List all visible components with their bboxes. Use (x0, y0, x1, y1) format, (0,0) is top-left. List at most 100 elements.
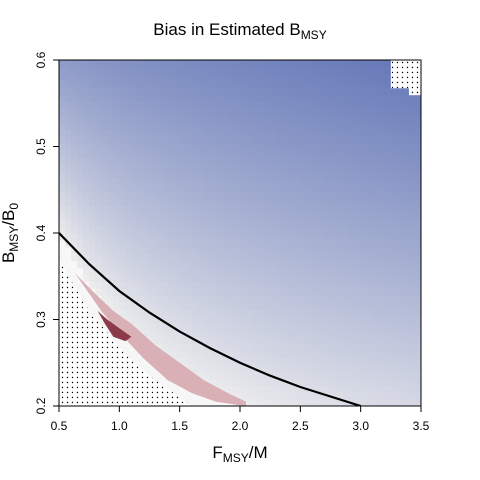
heatmap-cell (372, 343, 380, 352)
heatmap-cell (89, 170, 96, 179)
heatmap-cell (294, 378, 301, 386)
heatmap-cell (354, 219, 362, 227)
heatmap-cell (402, 219, 410, 227)
heatmap-cell (155, 143, 163, 151)
heatmap-cell (179, 392, 187, 400)
heatmap-cell (372, 198, 380, 206)
heatmap-cell (342, 378, 350, 386)
heatmap-cell (131, 177, 139, 186)
heatmap-cell (318, 219, 326, 227)
heatmap-cell (324, 295, 332, 303)
heatmap-cell (215, 322, 223, 331)
heatmap-cell (360, 170, 368, 179)
heatmap-cell (71, 80, 78, 89)
heatmap-cell (107, 101, 114, 110)
heatmap-cell (318, 364, 326, 372)
heatmap-cell (258, 253, 265, 262)
heatmap-cell (360, 399, 368, 406)
heatmap-cell (378, 295, 386, 303)
heatmap-cell (227, 226, 235, 234)
boundary-curve (59, 232, 362, 406)
heatmap-cell (179, 205, 187, 213)
heatmap-cell (246, 177, 253, 186)
heatmap-cell (342, 136, 350, 144)
heatmap-cell (179, 87, 187, 96)
heatmap-cell (71, 170, 78, 179)
heatmap-cell (336, 205, 344, 213)
heatmap-cell (119, 60, 126, 68)
heatmap-cell (209, 399, 217, 406)
heatmap-cell (348, 253, 356, 262)
heatmap-cell (95, 205, 102, 213)
heatmap-cell (149, 267, 157, 276)
heatmap-cell (125, 94, 132, 103)
heatmap-cell (354, 378, 362, 386)
heatmap-cell (342, 60, 350, 68)
heatmap-cell (342, 357, 350, 366)
heatmap-cell (95, 87, 102, 96)
heatmap-cell (185, 322, 193, 331)
heatmap-cell (227, 66, 235, 75)
heatmap-cell (324, 73, 332, 82)
heatmap-cell (203, 316, 211, 324)
heatmap-cell (366, 274, 374, 283)
heatmap-cell (348, 343, 356, 352)
heatmap-cell (300, 302, 307, 310)
heatmap-cell (402, 274, 410, 283)
heatmap-cell (252, 281, 259, 289)
heatmap-cell (125, 184, 132, 193)
heatmap-cell (240, 212, 247, 220)
heatmap-cell (131, 309, 139, 317)
heatmap-cell (408, 156, 416, 165)
heatmap-cell (125, 73, 132, 82)
heatmap-cell (288, 184, 295, 193)
heatmap-cell (131, 295, 139, 303)
heatmap-cell (227, 233, 235, 241)
heatmap-cell (342, 73, 350, 82)
heatmap-cell (149, 143, 157, 151)
heatmap-cell (149, 156, 157, 165)
heatmap-cell (348, 392, 356, 400)
heatmap-cell (360, 364, 368, 372)
heatmap-cell (282, 364, 289, 372)
heatmap-cell (203, 129, 211, 137)
heatmap-cell (270, 149, 277, 158)
heatmap-cell (312, 198, 320, 206)
heatmap-cell (414, 309, 421, 317)
heatmap-cell (215, 295, 223, 303)
heatmap-cell (324, 281, 332, 289)
heatmap-cell (372, 371, 380, 379)
heatmap-cell (312, 371, 320, 379)
heatmap-cell (233, 212, 241, 220)
heatmap-cell (113, 156, 120, 165)
heatmap-cell (197, 60, 205, 68)
heatmap-cell (288, 87, 295, 96)
heatmap-cell (197, 329, 205, 338)
heatmap-cell (246, 87, 253, 96)
heatmap-cell (167, 101, 175, 110)
heatmap-cell (342, 143, 350, 151)
heatmap-cell (167, 385, 175, 393)
heatmap-cell (221, 156, 229, 165)
heatmap-cell (215, 205, 223, 213)
heatmap-cell (408, 191, 416, 199)
heatmap-cell (402, 170, 410, 179)
heatmap-cell (197, 260, 205, 269)
heatmap-cell (215, 343, 223, 352)
heatmap-cell (233, 343, 241, 352)
heatmap-cell (71, 198, 78, 206)
heatmap-cell (221, 302, 229, 310)
heatmap-cell (203, 198, 211, 206)
heatmap-cell (288, 122, 295, 130)
heatmap-cell (113, 226, 120, 234)
heatmap-cell (179, 246, 187, 255)
heatmap-cell (191, 143, 199, 151)
heatmap-cell (149, 122, 157, 130)
heatmap-cell (414, 350, 421, 359)
heatmap-cell (161, 239, 169, 248)
heatmap-cell (342, 385, 350, 393)
heatmap-cell (264, 239, 271, 248)
heatmap-cell (89, 129, 96, 137)
heatmap-cell (101, 143, 108, 151)
